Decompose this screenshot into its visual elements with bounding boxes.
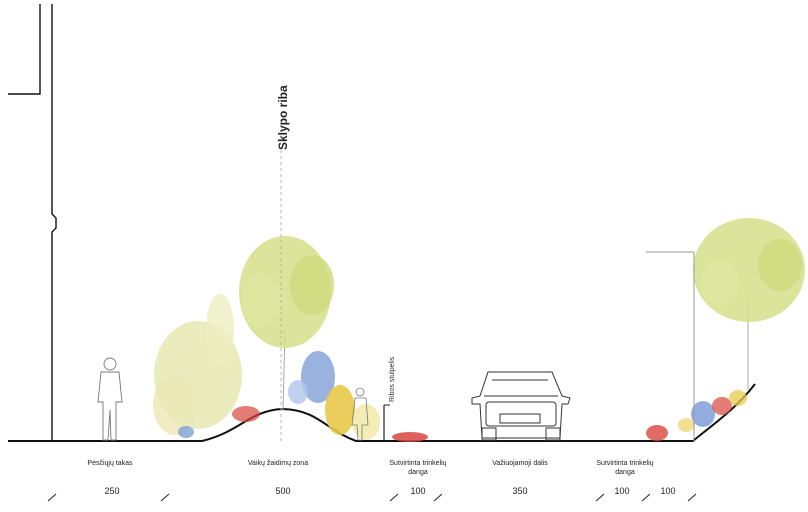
zone-label: Vaikų žaidimų zona	[248, 460, 308, 467]
shrub-mass-left	[153, 294, 260, 438]
plot-boundary-title: Sklypo riba	[276, 85, 290, 150]
zone-label: Pėsčiųjų takas	[87, 460, 133, 467]
dimension-value: 100	[614, 486, 629, 496]
boundary-post	[383, 404, 390, 442]
tree-right	[693, 218, 805, 390]
dimension-tick	[687, 493, 697, 502]
dimension-tick	[160, 493, 170, 502]
dimension-tick	[641, 493, 651, 502]
dimension-tick	[47, 493, 57, 502]
dimension-value: 100	[660, 486, 675, 496]
dimension-tick	[595, 493, 605, 502]
building-facade	[8, 4, 57, 442]
zone-label: danga	[615, 469, 635, 476]
ground-line	[8, 383, 756, 442]
dimension-value: 350	[512, 486, 527, 496]
dimension-value: 100	[410, 486, 425, 496]
zone-label: Sutvirtinta trinkelių	[596, 460, 653, 467]
zone-label: Važiuojamoji dalis	[492, 460, 548, 467]
zone-label: danga	[408, 469, 428, 476]
tree-center	[239, 236, 334, 411]
shrubs-right	[646, 390, 747, 441]
light-pole	[646, 251, 695, 441]
zone-labels: Pėsčiųjų takas Vaikų žaidimų zona Sutvirti…	[87, 460, 653, 476]
dimension-line: 250 500 100 350 100 100	[47, 486, 697, 502]
boundary-post-label: Ribos stulpelis	[389, 356, 396, 402]
dimension-value: 500	[275, 486, 290, 496]
pedestrian-figure	[97, 357, 123, 441]
dimension-value: 250	[104, 486, 119, 496]
zone-label: Sutvirtinta trinkelių	[389, 460, 446, 467]
dimension-tick	[433, 493, 443, 502]
shrubs-on-mound	[288, 351, 380, 440]
child-figure	[351, 387, 369, 441]
flowers-pavement-left	[392, 432, 428, 442]
dimension-tick	[389, 493, 399, 502]
car-front-view	[471, 371, 571, 441]
